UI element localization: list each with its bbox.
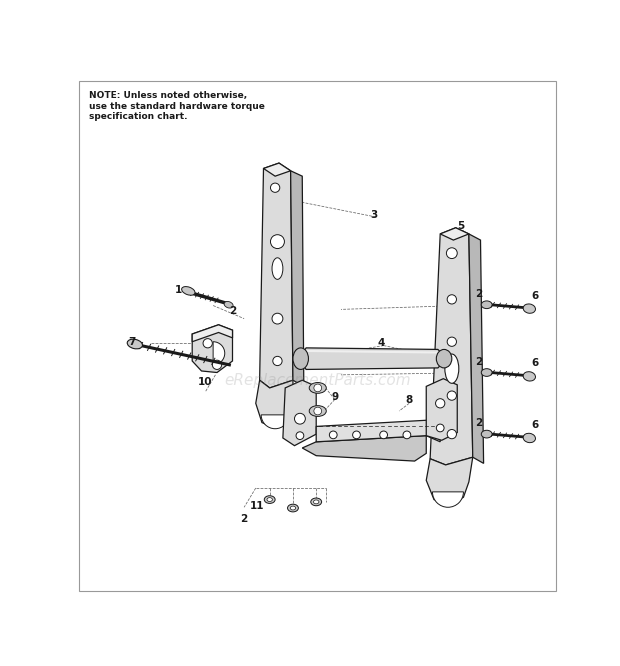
Ellipse shape xyxy=(314,407,322,415)
Wedge shape xyxy=(261,415,289,429)
Ellipse shape xyxy=(309,406,326,416)
Text: 3: 3 xyxy=(370,210,377,220)
Circle shape xyxy=(203,338,212,348)
Circle shape xyxy=(273,356,282,366)
Ellipse shape xyxy=(272,258,283,279)
Text: NOTE: Unless noted otherwise,
use the standard hardware torque
specification cha: NOTE: Unless noted otherwise, use the st… xyxy=(89,91,265,121)
Text: 11: 11 xyxy=(250,501,265,511)
Wedge shape xyxy=(433,492,464,507)
Ellipse shape xyxy=(481,430,492,438)
Wedge shape xyxy=(213,342,224,365)
Circle shape xyxy=(446,248,458,258)
Circle shape xyxy=(296,432,304,440)
Polygon shape xyxy=(427,458,472,505)
Ellipse shape xyxy=(314,500,319,503)
Polygon shape xyxy=(303,436,427,461)
Polygon shape xyxy=(283,380,316,446)
Circle shape xyxy=(270,234,285,248)
Text: 2: 2 xyxy=(476,357,482,367)
Polygon shape xyxy=(291,170,304,386)
Ellipse shape xyxy=(523,304,536,313)
Ellipse shape xyxy=(311,498,322,505)
Text: 8: 8 xyxy=(405,395,413,405)
Polygon shape xyxy=(430,228,472,465)
Text: 1: 1 xyxy=(175,285,182,295)
Polygon shape xyxy=(427,379,458,440)
Ellipse shape xyxy=(267,498,272,501)
Circle shape xyxy=(294,414,306,424)
Text: 7: 7 xyxy=(128,337,135,347)
Circle shape xyxy=(270,183,280,192)
Text: 6: 6 xyxy=(531,358,538,368)
Ellipse shape xyxy=(445,354,459,384)
Circle shape xyxy=(353,431,360,439)
Polygon shape xyxy=(316,420,440,442)
Text: 4: 4 xyxy=(378,338,385,348)
Ellipse shape xyxy=(309,382,326,394)
Ellipse shape xyxy=(436,350,452,368)
Text: 6: 6 xyxy=(531,420,538,430)
Circle shape xyxy=(447,295,456,304)
Polygon shape xyxy=(260,163,293,388)
Polygon shape xyxy=(264,163,291,176)
Circle shape xyxy=(212,360,222,370)
Circle shape xyxy=(447,337,456,346)
Ellipse shape xyxy=(481,301,492,308)
Circle shape xyxy=(447,430,456,439)
Circle shape xyxy=(403,431,410,439)
Ellipse shape xyxy=(523,434,536,443)
Text: 2: 2 xyxy=(229,306,236,316)
Polygon shape xyxy=(192,325,232,342)
Ellipse shape xyxy=(224,302,233,308)
Circle shape xyxy=(436,424,444,432)
Ellipse shape xyxy=(127,339,143,349)
Text: 5: 5 xyxy=(458,221,465,231)
Ellipse shape xyxy=(182,286,195,295)
Ellipse shape xyxy=(293,348,309,370)
Ellipse shape xyxy=(290,506,296,510)
Text: 9: 9 xyxy=(331,392,339,402)
Circle shape xyxy=(435,399,445,408)
Text: eReplacementParts.com: eReplacementParts.com xyxy=(224,373,411,388)
Circle shape xyxy=(447,391,456,400)
Polygon shape xyxy=(440,228,469,240)
Ellipse shape xyxy=(288,504,298,512)
Ellipse shape xyxy=(481,369,492,376)
Text: 6: 6 xyxy=(531,290,538,300)
Polygon shape xyxy=(469,234,484,464)
Circle shape xyxy=(272,313,283,324)
Ellipse shape xyxy=(523,372,536,381)
Ellipse shape xyxy=(264,496,275,503)
Polygon shape xyxy=(192,325,232,372)
Circle shape xyxy=(379,431,388,439)
Text: 10: 10 xyxy=(198,377,213,387)
Ellipse shape xyxy=(314,384,322,392)
Polygon shape xyxy=(255,380,293,428)
Text: 2: 2 xyxy=(476,289,482,299)
Polygon shape xyxy=(298,348,447,370)
Text: 2: 2 xyxy=(241,514,248,524)
Circle shape xyxy=(329,431,337,439)
Text: 2: 2 xyxy=(476,418,482,428)
